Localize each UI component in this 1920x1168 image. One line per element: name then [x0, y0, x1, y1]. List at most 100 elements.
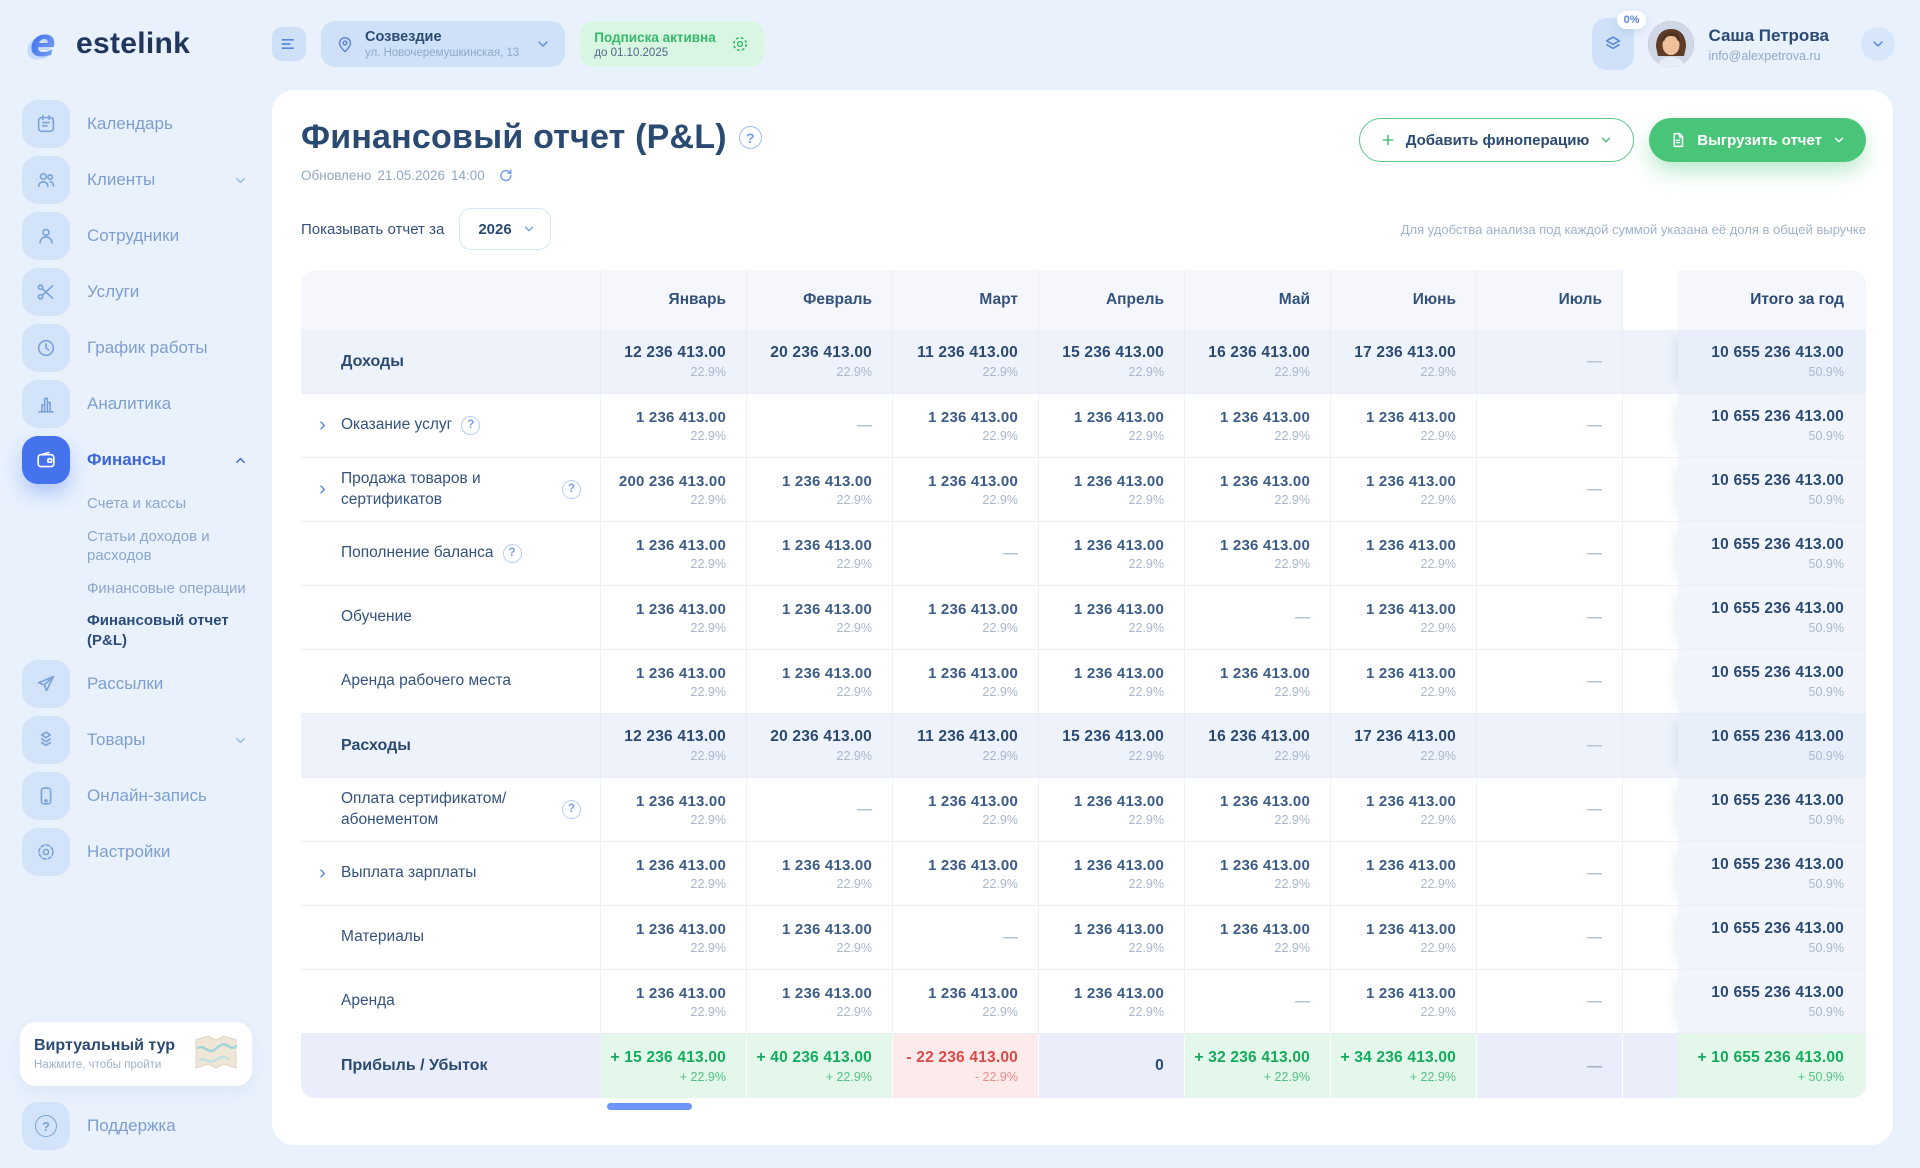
user-menu-button[interactable] — [1861, 27, 1895, 61]
table-row-profit-loss: Прибыль / Убыток+ 15 236 413.00+ 22.9%+ … — [301, 1034, 1866, 1098]
empty-value-dash: — — [1587, 993, 1602, 1010]
sidebar-toggle-button[interactable] — [272, 27, 306, 61]
sidebar-item-clients[interactable]: Клиенты — [0, 156, 272, 204]
cell-value: 1 236 413.00 — [1074, 473, 1164, 490]
svg-text:e: e — [30, 23, 56, 65]
cell-share-percent: 50.9% — [1809, 557, 1844, 571]
year-select-value: 2026 — [478, 221, 511, 238]
table-cell: 20 236 413.0022.9% — [747, 714, 893, 777]
row-label: Аренда рабочего места — [341, 671, 511, 692]
plus-icon — [1380, 132, 1396, 148]
user-name: Саша Петрова — [1708, 26, 1829, 46]
table-cell: 11 236 413.0022.9% — [893, 330, 1039, 393]
products-icon — [22, 716, 70, 764]
row-label-cell: Пополнение баланса? — [301, 522, 601, 585]
sidebar-subitem-accounts[interactable]: Счета и кассы — [87, 494, 252, 514]
row-label-cell: Обучение — [301, 586, 601, 649]
cell-share-percent: 22.9% — [1421, 365, 1456, 379]
table-header-total: Итого за год — [1678, 270, 1866, 330]
table-cell: 1 236 413.0022.9% — [1039, 586, 1185, 649]
table-total-cell: 10 655 236 413.0050.9% — [1678, 650, 1866, 713]
table-cell: 1 236 413.0022.9% — [747, 650, 893, 713]
sidebar-item-settings[interactable]: Настройки — [0, 828, 272, 876]
table-gap-cell — [1623, 970, 1678, 1033]
sidebar-item-finance[interactable]: Финансы — [0, 436, 272, 484]
sidebar-item-label: Настройки — [87, 842, 170, 862]
cell-value: 1 236 413.00 — [1366, 601, 1456, 618]
expand-row-icon[interactable] — [316, 867, 329, 880]
sidebar-subitem-operations[interactable]: Финансовые операции — [87, 579, 252, 599]
empty-value-dash: — — [857, 417, 872, 434]
sidebar-item-mailings[interactable]: Рассылки — [0, 660, 272, 708]
table-cell: — — [1477, 394, 1623, 457]
cell-value: 1 236 413.00 — [636, 537, 726, 554]
cell-value: 16 236 413.00 — [1208, 728, 1310, 746]
table-cell: 1 236 413.0022.9% — [601, 906, 747, 969]
table-row-training: Обучение1 236 413.0022.9%1 236 413.0022.… — [301, 586, 1866, 650]
cell-value: 1 236 413.00 — [782, 665, 872, 682]
table-cell: 17 236 413.0022.9% — [1331, 330, 1477, 393]
cell-value: 1 236 413.00 — [1366, 409, 1456, 426]
chevron-down-icon — [233, 173, 248, 188]
add-finoperation-button[interactable]: Добавить финоперацию — [1359, 118, 1635, 162]
sidebar-item-services[interactable]: Услуги — [0, 268, 272, 316]
sidebar-subitem-articles[interactable]: Статьи доходов и расходов — [87, 527, 252, 566]
scrollbar-thumb[interactable] — [607, 1103, 692, 1110]
cell-value: 1 236 413.00 — [1074, 793, 1164, 810]
subscription-status[interactable]: Подписка активна до 01.10.2025 — [580, 21, 763, 67]
table-row-certificate-payment: Оплата сертификатом/абонементом?1 236 41… — [301, 778, 1866, 842]
cell-share-percent: 22.9% — [691, 941, 726, 955]
cell-share-percent: 22.9% — [983, 429, 1018, 443]
cell-value: 1 236 413.00 — [928, 665, 1018, 682]
analytics-icon — [22, 380, 70, 428]
expand-row-icon[interactable] — [316, 483, 329, 496]
row-help-icon[interactable]: ? — [562, 800, 581, 819]
table-gap-cell — [1623, 714, 1678, 777]
support-label: Поддержка — [87, 1116, 176, 1136]
row-help-icon[interactable]: ? — [503, 544, 522, 563]
table-cell: 1 236 413.0022.9% — [1039, 458, 1185, 521]
refresh-icon[interactable] — [497, 167, 514, 184]
export-report-button[interactable]: Выгрузить отчет — [1649, 118, 1866, 162]
sidebar-subitem-pl-report[interactable]: Финансовый отчет (P&L) — [87, 611, 252, 650]
sidebar-item-analytics[interactable]: Аналитика — [0, 380, 272, 428]
cell-share-percent: 22.9% — [1275, 941, 1310, 955]
sidebar-item-schedule[interactable]: График работы — [0, 324, 272, 372]
sidebar-item-products[interactable]: Товары — [0, 716, 272, 764]
row-help-icon[interactable]: ? — [461, 416, 480, 435]
table-cell: 1 236 413.0022.9% — [1039, 778, 1185, 841]
cell-value: 0 — [1155, 1057, 1164, 1075]
row-help-icon[interactable]: ? — [562, 480, 581, 499]
cell-value: 10 655 236 413.00 — [1711, 728, 1844, 746]
table-cell: + 40 236 413.00+ 22.9% — [747, 1034, 893, 1098]
sidebar-item-calendar[interactable]: Календарь — [0, 100, 272, 148]
sidebar-item-employees[interactable]: Сотрудники — [0, 212, 272, 260]
cell-share-percent: 22.9% — [691, 365, 726, 379]
help-icon[interactable]: ? — [739, 126, 762, 149]
location-selector[interactable]: Созвездие ул. Новочеремушкинская, 13 — [321, 21, 565, 67]
onboarding-progress-button[interactable]: 0% — [1592, 18, 1634, 70]
location-name: Созвездие — [365, 29, 519, 45]
table-cell: — — [1477, 906, 1623, 969]
table-header-row: ЯнварьФевральМартАпрельМайИюньИюльИтого … — [301, 270, 1866, 330]
user-avatar[interactable] — [1648, 21, 1694, 67]
cell-share-percent: 22.9% — [837, 557, 872, 571]
table-cell: — — [747, 394, 893, 457]
chevron-down-icon — [233, 733, 248, 748]
app-root: e e estelink Созвездие ул. Новочеремушки… — [0, 0, 1920, 1168]
virtual-tour-card[interactable]: Виртуальный тур Нажмите, чтобы пройти — [20, 1022, 252, 1086]
sidebar-item-support[interactable]: ? Поддержка — [0, 1102, 272, 1150]
row-label: Пополнение баланса — [341, 543, 494, 564]
cell-share-percent: 22.9% — [983, 685, 1018, 699]
cell-value: 10 655 236 413.00 — [1711, 920, 1844, 938]
cell-value: 15 236 413.00 — [1062, 728, 1164, 746]
sidebar-item-online-booking[interactable]: Онлайн-запись — [0, 772, 272, 820]
year-select[interactable]: 2026 — [459, 208, 550, 250]
table-gap-cell — [1623, 522, 1678, 585]
row-label-cell: Материалы — [301, 906, 601, 969]
cell-share-percent: 22.9% — [1421, 621, 1456, 635]
cell-share-percent: 22.9% — [1275, 557, 1310, 571]
table-total-cell: 10 655 236 413.0050.9% — [1678, 778, 1866, 841]
table-cell: 1 236 413.0022.9% — [1331, 970, 1477, 1033]
expand-row-icon[interactable] — [316, 419, 329, 432]
